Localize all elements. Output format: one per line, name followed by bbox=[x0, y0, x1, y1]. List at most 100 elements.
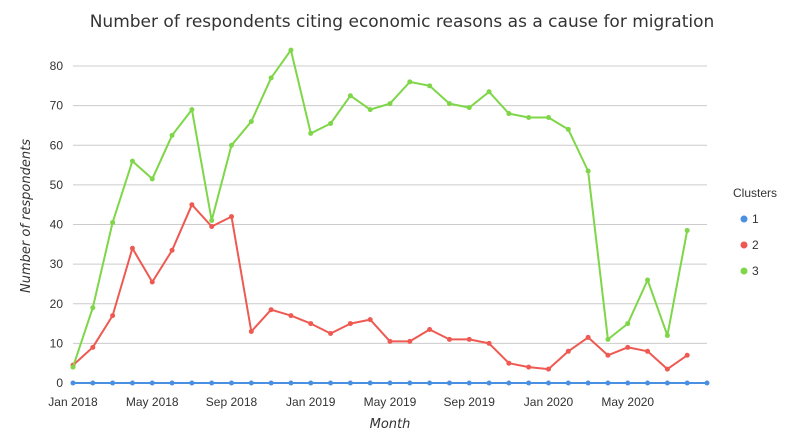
series-2-point bbox=[367, 317, 373, 323]
series-3-point bbox=[308, 130, 314, 136]
x-tick-label: May 2018 bbox=[126, 395, 179, 409]
series-3-point bbox=[70, 364, 76, 370]
series-2-point bbox=[645, 348, 651, 354]
series-1-point bbox=[90, 380, 96, 386]
series-2-point bbox=[625, 344, 631, 350]
series-1-point bbox=[585, 380, 591, 386]
series-1-point bbox=[427, 380, 433, 386]
y-tick-label: 70 bbox=[50, 99, 64, 113]
series-3-line bbox=[72, 49, 689, 368]
y-tick-label: 80 bbox=[50, 59, 64, 73]
series-3-point bbox=[209, 218, 215, 224]
series-2-point bbox=[347, 321, 353, 327]
y-tick-label: 50 bbox=[50, 178, 64, 192]
series-1-point bbox=[169, 380, 175, 386]
x-axis-title: Month bbox=[370, 417, 411, 432]
series-3-point bbox=[546, 115, 551, 121]
series-3-point bbox=[387, 101, 393, 107]
series-1-point bbox=[704, 380, 710, 386]
legend-label: 3 bbox=[752, 264, 759, 278]
series-3-point bbox=[110, 220, 116, 226]
series-2-point bbox=[684, 352, 690, 358]
series-3-point bbox=[149, 176, 155, 182]
series-1-point bbox=[486, 380, 492, 386]
legend-label: 1 bbox=[752, 212, 759, 226]
series-1-point bbox=[189, 380, 195, 386]
series-1-point bbox=[625, 380, 631, 386]
series-1-point bbox=[308, 380, 314, 386]
x-tick-label: May 2019 bbox=[364, 395, 417, 409]
series-3-point bbox=[288, 47, 294, 53]
series-2-point bbox=[248, 328, 254, 334]
series-1-point bbox=[407, 380, 413, 386]
series-2-point bbox=[308, 321, 314, 327]
series-1-point bbox=[129, 380, 135, 386]
series-1-point bbox=[466, 380, 472, 386]
series-1-point bbox=[328, 380, 334, 386]
series-3-point bbox=[347, 93, 353, 99]
series-3-point bbox=[506, 111, 512, 117]
series-2-point bbox=[387, 338, 393, 344]
series-3-point bbox=[605, 336, 611, 342]
series-2-point bbox=[328, 330, 334, 336]
y-tick-label: 60 bbox=[50, 138, 64, 152]
series-3-point bbox=[90, 305, 96, 311]
legend: Clusters 1 2 3 bbox=[733, 186, 777, 278]
series-1-point bbox=[645, 380, 651, 386]
series-2-point bbox=[446, 336, 452, 342]
series-2-point bbox=[129, 245, 135, 251]
series-3-point bbox=[328, 120, 334, 126]
series-2-point bbox=[288, 313, 294, 319]
legend-marker bbox=[740, 215, 748, 223]
y-tick-label: 0 bbox=[56, 376, 63, 390]
series-3-point bbox=[585, 168, 591, 174]
series-2-point bbox=[526, 364, 532, 370]
series-2-point bbox=[466, 336, 472, 342]
series-3-point bbox=[367, 107, 373, 113]
series-1-point bbox=[565, 380, 571, 386]
series-1-point bbox=[684, 380, 690, 386]
series-3-point bbox=[407, 79, 413, 85]
y-axis-title: Number of respondents bbox=[19, 139, 34, 293]
y-tick-label: 40 bbox=[50, 218, 64, 232]
series-2-point bbox=[546, 366, 551, 372]
series-2-point bbox=[427, 327, 433, 333]
series-2-point bbox=[169, 247, 175, 253]
y-tick-label: 10 bbox=[50, 336, 64, 350]
series-2-point bbox=[149, 279, 155, 285]
y-tick-label: 20 bbox=[50, 297, 64, 311]
series-3-point bbox=[189, 107, 195, 113]
y-tick-label: 30 bbox=[50, 257, 64, 271]
series-2-line bbox=[72, 203, 688, 371]
series-3-point bbox=[169, 132, 175, 138]
series-2-point bbox=[189, 202, 195, 208]
series-2-point bbox=[110, 313, 116, 319]
series-3-point bbox=[565, 126, 571, 132]
series-3-point bbox=[526, 115, 532, 121]
chart-title: Number of respondents citing economic re… bbox=[90, 12, 715, 32]
series-1-point bbox=[288, 380, 294, 386]
x-tick-label: Jan 2019 bbox=[286, 395, 336, 409]
series-1-point bbox=[605, 380, 611, 386]
series-3-point bbox=[684, 227, 690, 233]
series-1-point bbox=[229, 380, 234, 386]
series-3-point bbox=[625, 321, 631, 327]
series-3-point bbox=[466, 105, 472, 111]
legend-marker bbox=[740, 241, 748, 249]
x-tick-labels: Jan 2018 May 2018 Sep 2018 Jan 2019 May 2019… bbox=[48, 395, 654, 409]
series-1-point bbox=[506, 380, 512, 386]
series-1-point bbox=[248, 380, 254, 386]
series-2-point bbox=[585, 334, 591, 340]
series-1-point bbox=[70, 380, 76, 386]
series-1-point bbox=[664, 380, 670, 386]
series-3-point bbox=[446, 101, 452, 107]
series-2-point bbox=[90, 344, 96, 350]
gridlines bbox=[73, 65, 707, 384]
series-3-point bbox=[268, 75, 274, 81]
series-3-point bbox=[248, 118, 254, 124]
series-1-point bbox=[209, 380, 215, 386]
series-2-point bbox=[605, 352, 611, 358]
legend-marker bbox=[740, 267, 748, 275]
